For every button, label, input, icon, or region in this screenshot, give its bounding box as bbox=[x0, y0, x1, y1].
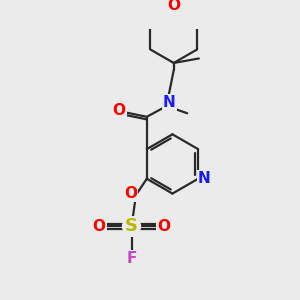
Text: S: S bbox=[125, 217, 138, 235]
Text: O: O bbox=[112, 103, 125, 118]
Circle shape bbox=[122, 218, 140, 235]
Text: O: O bbox=[157, 219, 170, 234]
Text: O: O bbox=[124, 186, 137, 201]
Text: N: N bbox=[198, 171, 211, 186]
Text: N: N bbox=[163, 95, 175, 110]
Text: F: F bbox=[126, 251, 137, 266]
Text: O: O bbox=[93, 219, 106, 234]
Text: O: O bbox=[167, 0, 180, 13]
